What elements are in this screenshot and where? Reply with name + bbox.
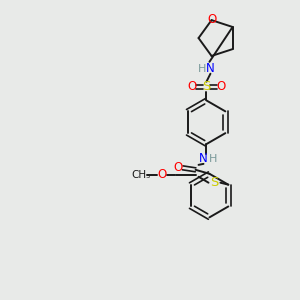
Text: O: O xyxy=(157,168,167,181)
Text: N: N xyxy=(199,152,208,165)
Text: S: S xyxy=(210,176,219,189)
Text: H: H xyxy=(209,154,218,164)
Text: O: O xyxy=(207,13,216,26)
Text: CH₃: CH₃ xyxy=(131,170,151,180)
Text: O: O xyxy=(217,80,226,93)
Text: H: H xyxy=(198,64,207,74)
Text: O: O xyxy=(187,80,196,93)
Text: S: S xyxy=(202,80,211,93)
Text: N: N xyxy=(206,62,215,75)
Text: O: O xyxy=(173,161,182,174)
